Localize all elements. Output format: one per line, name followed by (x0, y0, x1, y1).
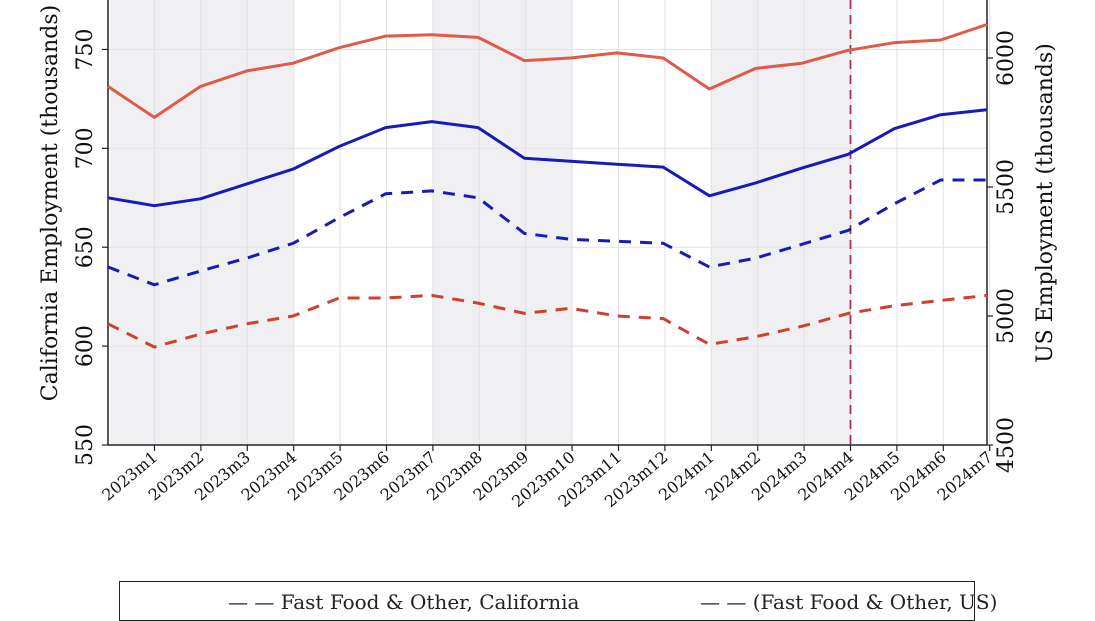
y-tick-label-left: 650 (73, 226, 98, 268)
y-tick-label-right: 6000 (994, 30, 1019, 86)
y-tick-label-right: 5500 (994, 159, 1019, 215)
y-tick-label-right: 4500 (994, 417, 1019, 473)
shaded-period (711, 0, 851, 445)
y-axis-label-right: US Employment (thousands) (1033, 43, 1058, 363)
legend: — — Fast Food & Other, California — — (F… (119, 581, 997, 621)
chart: 550 600 650 700 750 4500 5000 5500 6000 2023m1 202… (38, 0, 1058, 621)
y-tick-label-left: 600 (73, 325, 98, 367)
series-line-2 (107, 23, 988, 119)
legend-item-ca: — — Fast Food & Other, California (228, 590, 580, 614)
y-tick-label-left: 550 (73, 424, 98, 466)
shaded-period (110, 0, 294, 445)
chart-svg: 55060065070075045005000550060002023m1202… (38, 0, 1058, 511)
y-tick-label-left: 700 (73, 127, 98, 169)
series-line-1 (107, 178, 987, 287)
series-line-3 (107, 293, 988, 349)
series-line-0 (107, 108, 988, 208)
shaded-period (432, 0, 573, 445)
y-tick-label-left: 750 (73, 28, 98, 70)
y-tick-label-right: 5000 (994, 288, 1019, 344)
legend-item-us: — — (Fast Food & Other, US) (700, 590, 998, 614)
y-axis-label-left: California Employment (thousands) (38, 5, 63, 401)
